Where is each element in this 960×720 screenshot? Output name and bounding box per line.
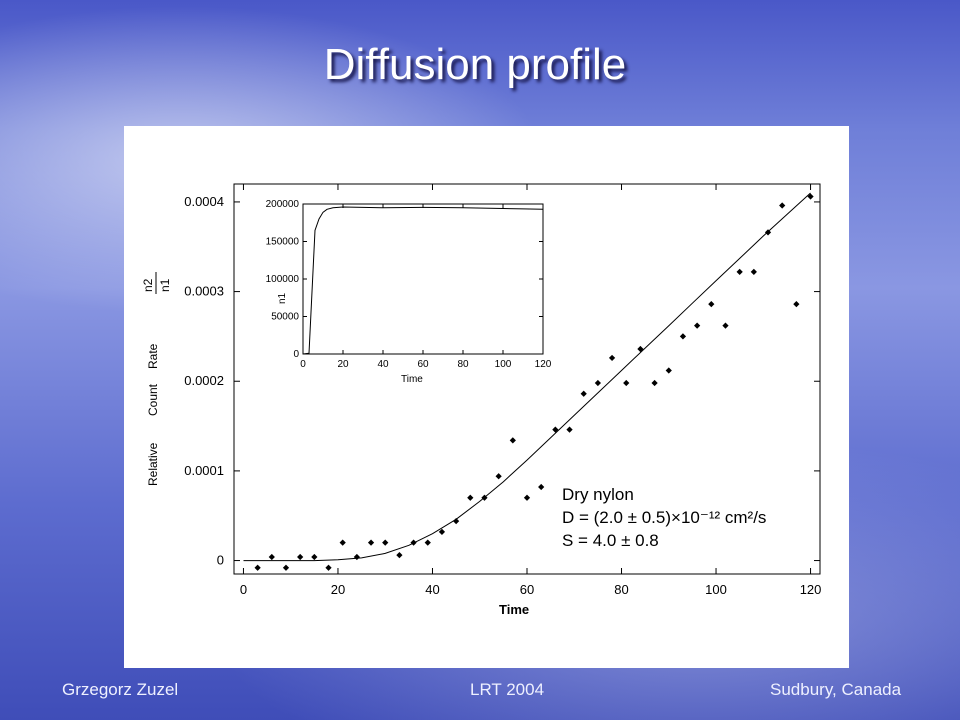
data-point: [694, 322, 701, 329]
y-label-word-3: Rate: [146, 343, 160, 369]
inset-x-tick-label: 60: [417, 359, 429, 370]
inset-x-tick-label: 40: [377, 359, 389, 370]
y-label-word-1: Relative: [146, 442, 160, 486]
main-y-tick-label: 0.0004: [184, 194, 224, 209]
y-label-fraction: n2 n1: [141, 272, 172, 294]
inset-y-tick-label: 200000: [266, 199, 300, 210]
data-point: [708, 301, 715, 308]
main-y-tick-label: 0: [217, 553, 224, 568]
inset-x-tick-label: 80: [457, 359, 469, 370]
data-point: [367, 539, 375, 546]
data-point: [679, 333, 687, 340]
data-point: [382, 539, 389, 546]
inset-y-tick-label: 0: [293, 349, 299, 360]
data-point: [396, 552, 403, 559]
data-point: [722, 322, 729, 329]
data-point: [509, 437, 516, 444]
annotation-line-3: S = 4.0 ± 0.8: [562, 531, 659, 550]
fit-curve: [243, 192, 811, 562]
inset-y-tick-label: 150000: [266, 237, 300, 248]
data-point: [793, 301, 800, 308]
inset-n1-curve: [302, 206, 544, 355]
slide-title: Diffusion profile: [323, 40, 627, 89]
inset-x-tick-label: 100: [495, 359, 512, 370]
chart-panel: 0 20 40 60 80 100 120 0 0.0001 0.0002 0.0003 0.0004…: [124, 126, 849, 668]
data-point: [410, 539, 417, 546]
data-point: [623, 379, 630, 387]
y-label-word-2: Count: [146, 383, 160, 416]
main-y-tick-label: 0.0003: [184, 284, 224, 299]
y-label-denominator: n1: [158, 278, 172, 292]
main-x-tick-label: 80: [614, 582, 628, 597]
data-point: [665, 367, 672, 374]
inset-y-tick-label: 50000: [271, 312, 299, 323]
inset-x-tick-label: 0: [300, 359, 306, 370]
inset-x-tick-label: 120: [535, 359, 552, 370]
data-point: [282, 564, 290, 571]
main-ticks: [234, 184, 820, 574]
data-point: [608, 354, 616, 362]
main-x-tick-label: 20: [331, 582, 345, 597]
data-point: [538, 483, 545, 491]
inset-y-axis-label: n1: [277, 292, 288, 304]
main-x-tick-label: 40: [425, 582, 439, 597]
footer-author: Grzegorz Zuzel: [62, 680, 179, 699]
main-x-tick-label: 0: [240, 582, 247, 597]
data-point: [339, 539, 346, 546]
data-point: [580, 390, 587, 397]
data-point: [424, 539, 431, 546]
data-point: [297, 553, 304, 561]
main-x-tick-label: 120: [800, 582, 822, 597]
data-point: [481, 494, 488, 501]
y-label-numerator: n2: [141, 278, 155, 292]
inset-tick-labels: 0 20 40 60 80 100 120 0 50000 100000 150000 200000: [266, 199, 552, 370]
data-point: [779, 202, 786, 209]
diffusion-chart: 0 20 40 60 80 100 120 0 0.0001 0.0002 0.0003 0.0004…: [141, 183, 821, 617]
annotation-line-1: Dry nylon: [562, 485, 634, 504]
main-y-axis-label: Relative Count Rate: [146, 343, 160, 486]
main-y-tick-label: 0.0001: [184, 463, 224, 478]
main-tick-labels: 0 20 40 60 80 100 120 0 0.0001 0.0002 0.0003 0.0004: [184, 194, 821, 597]
data-point: [495, 473, 502, 480]
main-y-tick-label: 0.0002: [184, 373, 224, 388]
inset-y-tick-label: 100000: [266, 274, 300, 285]
data-point: [268, 553, 275, 561]
main-x-tick-label: 60: [520, 582, 534, 597]
data-point: [254, 564, 261, 571]
footer-event: LRT 2004: [470, 680, 545, 699]
data-point: [566, 426, 573, 433]
fit-annotation: Dry nylon D = (2.0 ± 0.5)×10⁻¹² cm²/s S …: [562, 485, 766, 550]
inset-x-axis-label: Time: [401, 374, 423, 385]
inset-chart: 0 20 40 60 80 100 120050000100000150000200000 …: [259, 198, 559, 388]
data-point: [325, 564, 332, 571]
data-point: [651, 379, 658, 387]
annotation-line-2: D = (2.0 ± 0.5)×10⁻¹² cm²/s: [562, 508, 766, 527]
footer-location: Sudbury, Canada: [770, 680, 902, 699]
inset-background: [259, 198, 559, 388]
data-point: [523, 494, 531, 501]
inset-x-tick-label: 20: [337, 359, 349, 370]
data-point: [311, 553, 318, 561]
data-point: [467, 494, 474, 501]
data-point: [453, 517, 460, 525]
data-point: [353, 553, 360, 561]
data-point: [750, 268, 757, 275]
data-point: [736, 268, 743, 275]
main-x-tick-label: 100: [705, 582, 727, 597]
data-point: [594, 379, 601, 387]
main-x-axis-label: Time: [499, 602, 529, 617]
